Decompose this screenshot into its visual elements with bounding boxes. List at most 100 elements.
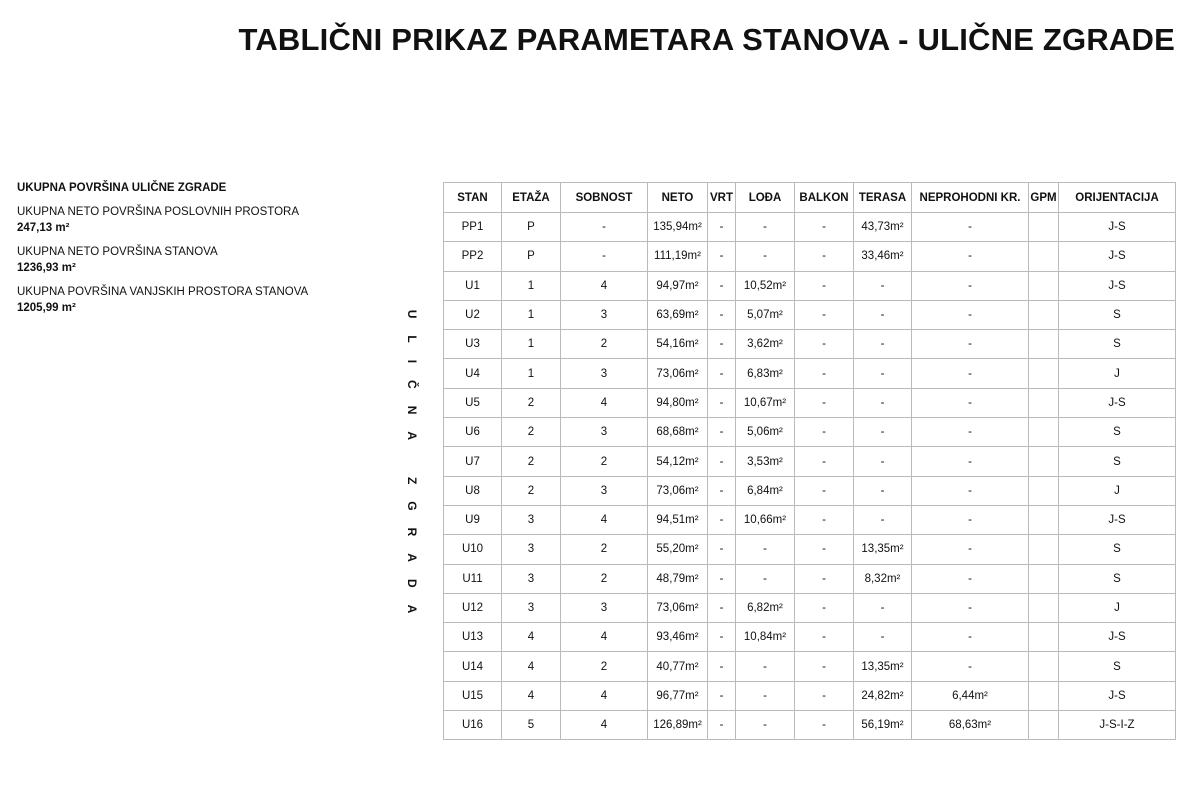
table-cell: - bbox=[794, 592, 854, 624]
table-cell: - bbox=[794, 563, 854, 594]
table-cell: 3 bbox=[560, 475, 648, 506]
table-cell: 3 bbox=[560, 592, 648, 624]
table-cell: - bbox=[707, 592, 736, 624]
table-cell: 10,66m² bbox=[735, 504, 795, 536]
empty-cell bbox=[1028, 651, 1059, 682]
table-cell: 4 bbox=[560, 270, 648, 301]
table-cell: - bbox=[911, 504, 1029, 536]
table-cell: 6,84m² bbox=[735, 475, 795, 506]
summary-heading: UKUPNA POVRŠINA ULIČNE ZGRADE bbox=[17, 182, 227, 194]
table-cell: - bbox=[911, 211, 1029, 243]
table-cell: - bbox=[911, 358, 1029, 389]
table-cell: J-S bbox=[1058, 680, 1176, 712]
side-label: ULIČNA ZGRADA bbox=[405, 309, 419, 631]
table-cell: J-S bbox=[1058, 622, 1176, 653]
empty-cell bbox=[1028, 358, 1059, 389]
empty-cell bbox=[1028, 563, 1059, 594]
table-cell: 4 bbox=[501, 651, 561, 682]
table-row: U1 1 4 94,97m² -10,52m² - - - J-S bbox=[443, 270, 1176, 301]
table-cell: - bbox=[794, 211, 854, 243]
empty-cell bbox=[1028, 270, 1059, 301]
table-cell: U15 bbox=[443, 680, 502, 712]
table-cell: 5,07m² bbox=[735, 299, 795, 331]
table-cell: S bbox=[1058, 534, 1176, 565]
table-row: U16 5 4 126,89m² - - -56,19m² 68,63m² J-S-I-Z bbox=[443, 710, 1176, 741]
table-cell: 111,19m² bbox=[647, 241, 708, 272]
table-cell: 54,12m² bbox=[647, 446, 708, 477]
column-header: STAN bbox=[443, 182, 502, 213]
table-cell: U7 bbox=[443, 446, 502, 477]
table-cell: - bbox=[794, 270, 854, 301]
table-cell: J-S bbox=[1058, 241, 1176, 272]
table-row: U2 1 3 63,69m² -5,07m² - - - S bbox=[443, 299, 1176, 331]
table-cell: - bbox=[707, 563, 736, 594]
empty-cell bbox=[1028, 680, 1059, 712]
table-row: U9 3 4 94,51m² -10,66m² - - - J-S bbox=[443, 504, 1176, 536]
table-cell: 4 bbox=[560, 680, 648, 712]
table-cell: - bbox=[853, 329, 912, 360]
side-label-box: ULIČNA ZGRADA bbox=[402, 309, 422, 631]
table-cell: - bbox=[853, 417, 912, 448]
empty-cell bbox=[1028, 710, 1059, 741]
table-cell: - bbox=[911, 475, 1029, 506]
table-row: U6 2 3 68,68m² -5,06m² - - - S bbox=[443, 417, 1176, 448]
table-cell: 3 bbox=[501, 534, 561, 565]
table-cell: 4 bbox=[560, 504, 648, 536]
table-cell: - bbox=[560, 211, 648, 243]
table-cell: - bbox=[794, 329, 854, 360]
table-cell: 2 bbox=[560, 651, 648, 682]
table-cell: - bbox=[911, 651, 1029, 682]
table-cell: 94,97m² bbox=[647, 270, 708, 301]
table-row: U14 4 2 40,77m² - - -13,35m² - S bbox=[443, 651, 1176, 682]
table-cell: - bbox=[707, 710, 736, 741]
table-cell: - bbox=[911, 534, 1029, 565]
table-cell: - bbox=[735, 241, 795, 272]
table-row: U15 4 4 96,77m² - - -24,82m² 6,44m² J-S bbox=[443, 680, 1176, 712]
table-cell: - bbox=[794, 680, 854, 712]
summary-label: UKUPNA POVRŠINA VANJSKIH PROSTORA STANOV… bbox=[17, 286, 309, 298]
table-cell: - bbox=[794, 710, 854, 741]
table-cell: 55,20m² bbox=[647, 534, 708, 565]
empty-cell bbox=[1028, 534, 1059, 565]
table-cell: 3 bbox=[501, 504, 561, 536]
table-cell: J-S bbox=[1058, 211, 1176, 243]
table-row: U13 4 4 93,46m² -10,84m² - - - J-S bbox=[443, 622, 1176, 653]
table-cell: 6,83m² bbox=[735, 358, 795, 389]
table-cell: 1 bbox=[501, 299, 561, 331]
table-cell: U16 bbox=[443, 710, 502, 741]
table-cell: - bbox=[794, 475, 854, 506]
table-cell: - bbox=[794, 299, 854, 331]
table-cell: J bbox=[1058, 358, 1176, 389]
table-cell: - bbox=[794, 622, 854, 653]
apartments-table: STAN ETAŽA SOBNOST NETO VRT LOĐA BALKON TERASA N… bbox=[443, 182, 1176, 741]
table-row: PP1 P -135,94m² - - -43,73m² - J-S bbox=[443, 211, 1176, 243]
table-row: U3 1 2 54,16m² -3,62m² - - - S bbox=[443, 329, 1176, 360]
table-cell: - bbox=[707, 241, 736, 272]
table-cell: - bbox=[911, 299, 1029, 331]
table-cell: 33,46m² bbox=[853, 241, 912, 272]
table-cell: P bbox=[501, 211, 561, 243]
column-header: VRT bbox=[707, 182, 736, 213]
table-cell: - bbox=[707, 270, 736, 301]
table-cell: 3,62m² bbox=[735, 329, 795, 360]
table-cell: - bbox=[735, 534, 795, 565]
table-cell: - bbox=[707, 504, 736, 536]
table-cell: S bbox=[1058, 446, 1176, 477]
table-cell: 2 bbox=[560, 534, 648, 565]
table-cell: 2 bbox=[560, 329, 648, 360]
column-header: TERASA bbox=[853, 182, 912, 213]
empty-cell bbox=[1028, 592, 1059, 624]
table-cell: - bbox=[707, 211, 736, 243]
table-cell: - bbox=[707, 417, 736, 448]
table-cell: 73,06m² bbox=[647, 358, 708, 389]
column-header: LOĐA bbox=[735, 182, 795, 213]
table-cell: 5 bbox=[501, 710, 561, 741]
table-cell: S bbox=[1058, 651, 1176, 682]
table-cell: 1 bbox=[501, 329, 561, 360]
table-cell: - bbox=[794, 387, 854, 419]
table-cell: - bbox=[735, 211, 795, 243]
empty-cell bbox=[1028, 417, 1059, 448]
column-header: ETAŽA bbox=[501, 182, 561, 213]
table-cell: 4 bbox=[501, 622, 561, 653]
